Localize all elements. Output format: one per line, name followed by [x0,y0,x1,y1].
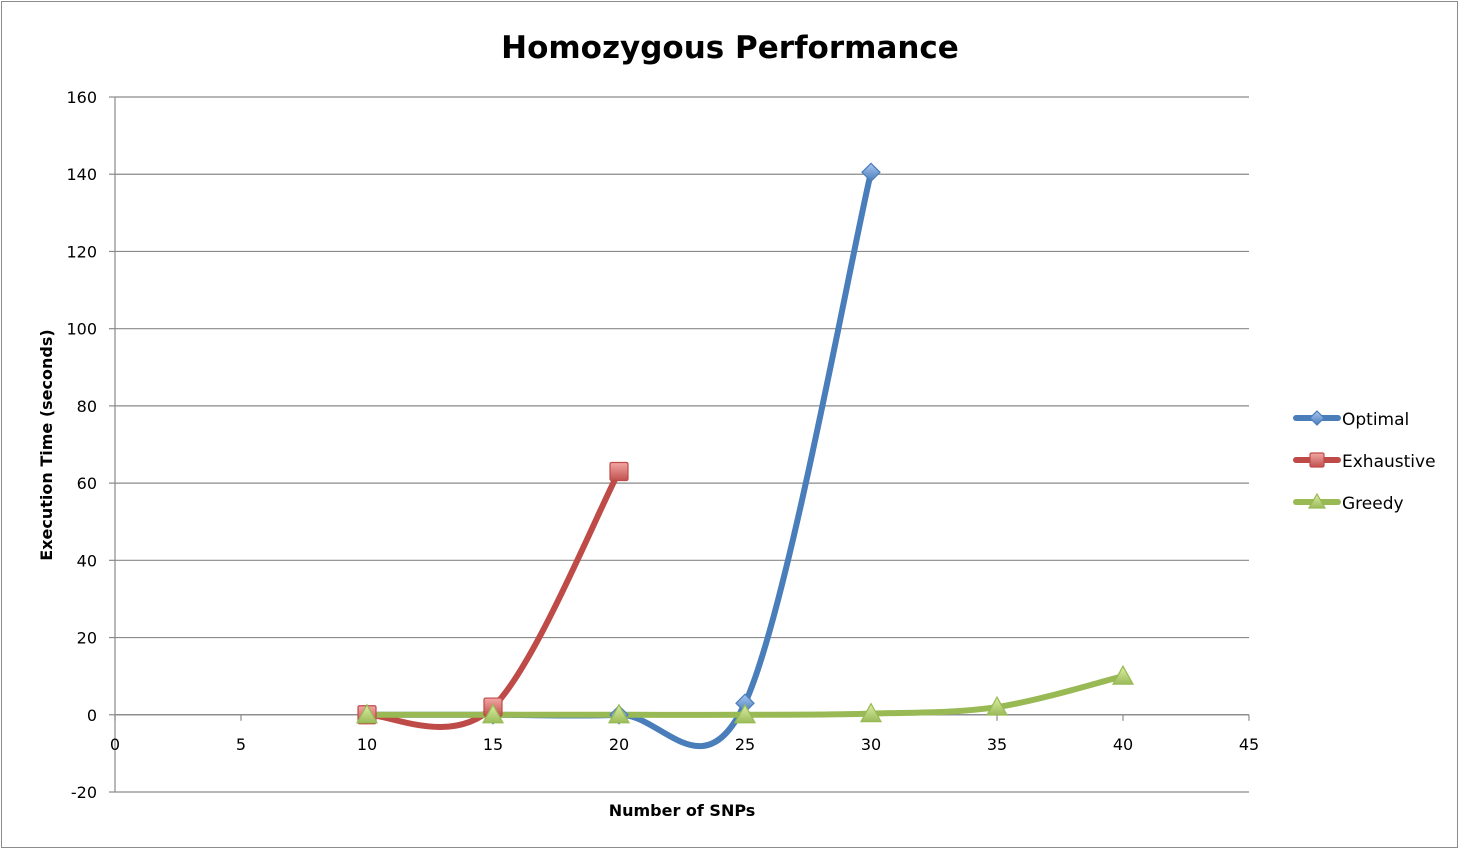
y-tick-label-120: 120 [66,242,97,261]
x-tick-label-10: 10 [357,735,377,754]
x-tick-label-15: 15 [483,735,503,754]
x-tick-label-45: 45 [1239,735,1259,754]
y-tick-label-40: 40 [77,551,97,570]
point-greedy-30 [859,702,883,723]
chart-title: Homozygous Performance [501,30,959,66]
point-greedy-15 [481,703,505,724]
point-greedy-25 [733,703,757,724]
y-tick-labels: -20 0 20 40 60 80 100 120 140 160 [66,88,97,802]
y-tick-label-0: 0 [87,706,97,725]
y-tick-label-60: 60 [77,474,97,493]
x-tick-label-40: 40 [1113,735,1133,754]
point-greedy-20 [607,703,631,724]
legend: Optimal Exhaustive Greedy [1293,410,1436,514]
y-tick-label-160: 160 [66,88,97,107]
series-line-optimal [364,169,874,750]
legend-label-exhaustive: Exhaustive [1342,452,1436,472]
legend-label-optimal: Optimal [1342,410,1409,430]
point-exhaustive-20 [609,461,629,482]
legend-item-optimal: Optimal [1293,410,1409,430]
series-lines [364,169,1126,750]
y-tick-label-20: 20 [77,629,97,648]
legend-marker-exhaustive [1309,452,1325,468]
x-tick-label-20: 20 [609,735,629,754]
point-optimal-30 [861,162,881,183]
x-axis-title: Number of SNPs [609,801,756,820]
y-axis-title: Execution Time (seconds) [37,329,56,560]
x-tick-label-0: 0 [110,735,120,754]
y-tick-label-80: 80 [77,397,97,416]
legend-marker-greedy [1307,492,1327,509]
legend-item-exhaustive: Exhaustive [1293,452,1436,472]
series-markers [355,162,1135,725]
y-tick-label--20: -20 [71,783,97,802]
legend-label-greedy: Greedy [1342,494,1404,514]
series-line-exhaustive [364,468,622,730]
y-tick-label-140: 140 [66,165,97,184]
x-tick-labels: 0 5 10 15 20 25 30 35 40 45 [110,735,1259,754]
point-greedy-40 [1111,664,1135,685]
x-tick-label-30: 30 [861,735,881,754]
point-greedy-35 [985,695,1009,716]
x-tick-label-5: 5 [236,735,246,754]
y-tick-label-100: 100 [66,320,97,339]
x-tick-label-25: 25 [735,735,755,754]
legend-item-greedy: Greedy [1293,492,1404,514]
legend-marker-optimal [1309,410,1325,426]
x-tick-label-35: 35 [987,735,1007,754]
point-greedy-10 [355,703,379,724]
